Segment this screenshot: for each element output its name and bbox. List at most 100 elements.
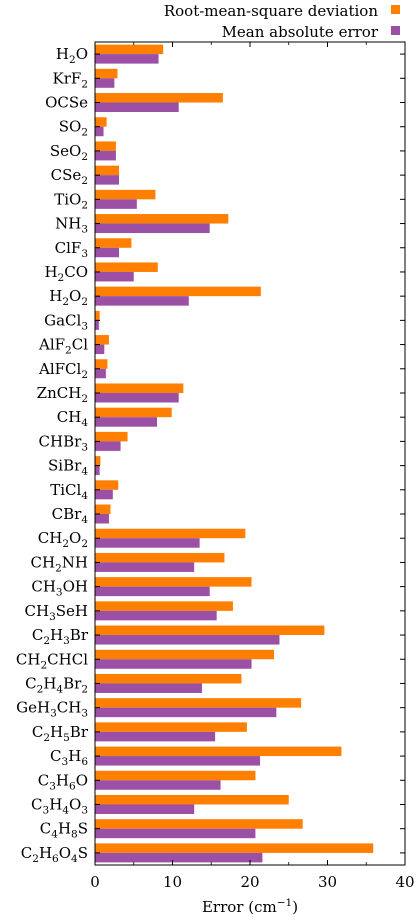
legend-label-1: Mean absolute error	[222, 23, 379, 41]
bar-mae-33	[95, 852, 263, 863]
bar-mae-27	[95, 707, 277, 718]
bar-mae-18	[95, 489, 113, 500]
bar-mae-29	[95, 756, 261, 766]
bars-group	[95, 44, 374, 863]
x-tick-label-4: 40	[395, 873, 414, 891]
bar-rmsd-33	[95, 843, 374, 853]
category-label-5: CSe2	[51, 166, 88, 187]
bar-rmsd-11	[95, 310, 100, 321]
bar-mae-20	[95, 538, 200, 548]
bar-rmsd-23	[95, 601, 233, 611]
bar-mae-14	[95, 392, 179, 403]
bar-mae-28	[95, 731, 216, 742]
bar-mae-6	[95, 199, 137, 209]
x-tick-label-3: 30	[318, 873, 337, 891]
bar-mae-2	[95, 102, 179, 113]
bar-mae-15	[95, 417, 157, 427]
category-label-7: NH3	[55, 215, 88, 236]
category-label-30: C3H6O	[38, 771, 88, 792]
x-tick-label-0: 0	[90, 873, 100, 891]
category-label-13: AlFCl2	[38, 360, 88, 381]
bar-mae-25	[95, 659, 252, 669]
category-label-29: C3H6	[50, 747, 88, 768]
bar-mae-8	[95, 247, 120, 258]
category-label-1: KrF2	[53, 69, 88, 90]
bar-rmsd-3	[95, 117, 107, 127]
legend-label-0: Root-mean-square deviation	[164, 2, 378, 20]
bar-rmsd-7	[95, 214, 229, 224]
bar-rmsd-6	[95, 189, 156, 200]
bar-mae-10	[95, 296, 189, 306]
bar-mae-9	[95, 271, 134, 282]
category-label-9: H2CO	[44, 263, 88, 284]
category-label-14: ZnCH2	[37, 384, 88, 405]
bar-mae-1	[95, 78, 115, 88]
bar-rmsd-29	[95, 746, 342, 757]
category-label-21: CH2NH	[31, 553, 88, 574]
category-label-33: C2H6O4S	[21, 844, 88, 865]
bar-rmsd-26	[95, 673, 242, 684]
bar-mae-23	[95, 610, 217, 621]
bar-mae-31	[95, 804, 195, 814]
category-label-12: AlF2Cl	[38, 336, 88, 357]
category-label-20: CH2O2	[38, 529, 88, 550]
category-label-3: SO2	[59, 118, 88, 139]
bar-mae-30	[95, 780, 221, 790]
bar-mae-0	[95, 54, 159, 64]
bar-rmsd-25	[95, 649, 275, 660]
bar-rmsd-2	[95, 93, 223, 103]
x-tick-label-2: 20	[240, 873, 259, 891]
bar-rmsd-31	[95, 794, 289, 805]
legend-swatch-0	[391, 5, 400, 14]
bar-mae-21	[95, 562, 195, 572]
category-label-10: H2O2	[49, 287, 88, 308]
bar-mae-19	[95, 514, 109, 524]
bar-rmsd-30	[95, 770, 256, 781]
bar-mae-3	[95, 126, 104, 137]
bar-rmsd-1	[95, 68, 118, 79]
category-label-18: TiCl4	[50, 481, 88, 502]
bar-rmsd-0	[95, 44, 164, 55]
bar-rmsd-19	[95, 504, 111, 515]
category-label-2: OCSe	[45, 94, 88, 112]
bar-mae-16	[95, 441, 121, 451]
bar-rmsd-4	[95, 141, 116, 151]
bar-mae-7	[95, 223, 210, 234]
bar-mae-4	[95, 150, 116, 161]
bar-rmsd-28	[95, 722, 247, 732]
bar-mae-5	[95, 175, 120, 185]
bar-rmsd-18	[95, 480, 119, 490]
plot-frame	[94, 41, 406, 866]
category-label-26: C2H4Br2	[25, 674, 88, 695]
bar-mae-17	[95, 465, 100, 476]
category-label-0: H2O	[56, 45, 88, 66]
x-axis: 0 10 20 30 40	[90, 42, 415, 891]
category-label-16: CHBr3	[39, 432, 88, 453]
bar-rmsd-20	[95, 528, 246, 539]
bar-rmsd-27	[95, 698, 302, 708]
x-tick-label-1: 10	[163, 873, 182, 891]
bar-mae-11	[95, 320, 99, 330]
bar-rmsd-8	[95, 238, 132, 248]
bar-rmsd-15	[95, 407, 172, 418]
category-label-23: CH3SeH	[25, 602, 88, 623]
bar-rmsd-13	[95, 359, 108, 369]
bar-rmsd-16	[95, 431, 128, 442]
bar-mae-13	[95, 368, 106, 379]
bar-mae-22	[95, 586, 210, 597]
bar-rmsd-14	[95, 383, 184, 393]
legend-swatch-1	[391, 26, 400, 35]
bar-mae-26	[95, 683, 202, 693]
category-label-8: ClF3	[55, 239, 88, 260]
category-label-27: GeH3CH3	[16, 699, 88, 720]
category-label-17: SiBr4	[48, 457, 88, 478]
bar-rmsd-22	[95, 577, 252, 587]
category-label-31: C3H4O3	[31, 795, 88, 816]
bar-rmsd-32	[95, 819, 303, 829]
legend: Root-mean-square deviation Mean absolute …	[164, 2, 400, 41]
category-label-24: C2H3Br	[32, 626, 89, 647]
category-label-4: SeO2	[50, 142, 88, 163]
bar-mae-24	[95, 635, 280, 645]
category-label-11: GaCl3	[44, 311, 88, 332]
